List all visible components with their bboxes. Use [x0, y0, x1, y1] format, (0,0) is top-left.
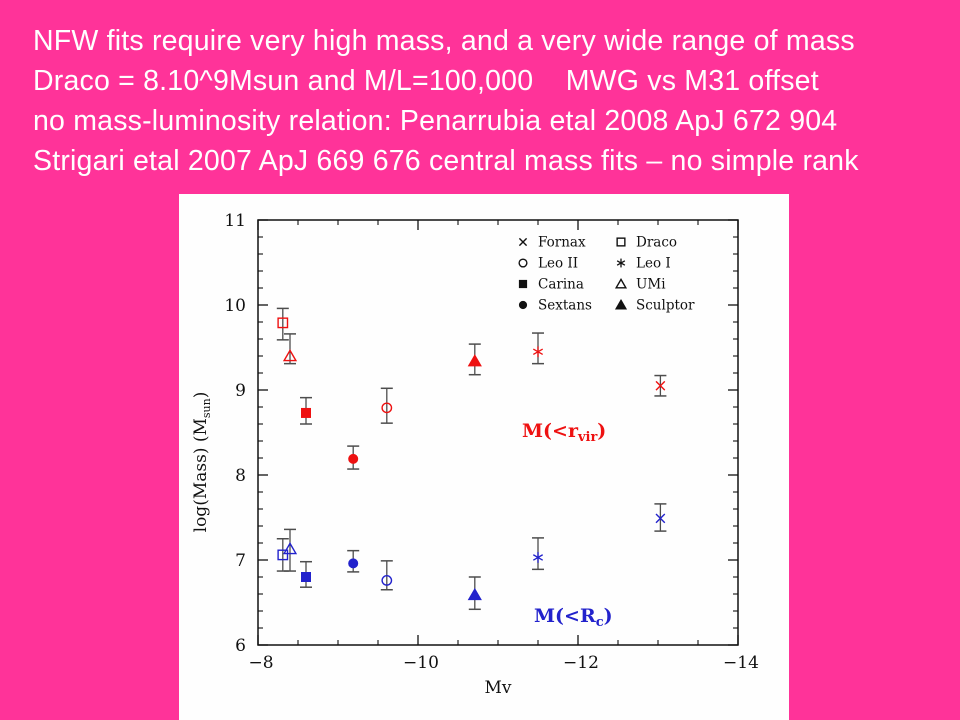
cross-marker — [655, 380, 666, 391]
open-circle-marker — [381, 402, 393, 414]
point-rvir-fornax — [654, 374, 667, 397]
open-square-icon — [616, 237, 626, 247]
y-tick-label: 9 — [235, 381, 246, 401]
legend-item-carina: Carina — [518, 277, 584, 293]
point-rvir-sextans — [347, 445, 360, 470]
x-tick-label: −8 — [248, 653, 273, 673]
open-square-marker — [277, 549, 289, 561]
legend-item-fornax: Fornax — [518, 235, 586, 251]
filled-square-marker — [301, 572, 311, 582]
point-rvir-carina — [300, 396, 312, 425]
point-rc-sculptor — [467, 576, 482, 611]
open-triangle-icon — [614, 278, 628, 289]
y-tick-label: 11 — [224, 211, 246, 231]
star-marker — [532, 346, 544, 358]
point-rc-sextans — [347, 549, 360, 573]
legend-label: Carina — [538, 277, 584, 293]
point-rvir-leo-ii — [380, 387, 393, 424]
y-tick-label: 7 — [235, 551, 246, 571]
filled-circle-marker — [348, 558, 359, 569]
legend-item-sextans: Sextans — [518, 298, 592, 314]
x-tick-label: −10 — [403, 653, 439, 673]
filled-square-marker — [301, 407, 311, 418]
cross-icon — [518, 237, 528, 247]
legend-item-umi: UMi — [614, 277, 666, 293]
legend-item-draco: Draco — [616, 235, 677, 251]
legend-label: Draco — [636, 235, 677, 251]
chart-frame — [257, 219, 739, 646]
filled-square-icon — [518, 279, 528, 289]
point-rc-carina — [300, 560, 312, 588]
series-annotation-rvir: M(<rvir) — [522, 420, 606, 445]
y-tick-label: 10 — [224, 296, 246, 316]
legend-label: Sculptor — [636, 298, 695, 314]
point-rc-umi — [282, 528, 298, 572]
y-tick-label: 6 — [235, 636, 246, 656]
star-marker — [532, 552, 544, 563]
filled-triangle-marker — [467, 354, 482, 367]
point-rvir-leo-i — [532, 332, 544, 365]
point-rc-fornax — [654, 503, 667, 532]
slide-text-line-1: NFW fits require very high mass, and a v… — [33, 25, 855, 57]
slide-text-line-4: Strigari etal 2007 ApJ 669 676 central m… — [33, 145, 859, 177]
point-rvir-sculptor — [467, 343, 482, 376]
x-tick-label: −12 — [563, 653, 599, 673]
series-annotation-rc: M(<Rc) — [534, 605, 613, 630]
point-rc-leo-ii — [380, 560, 393, 591]
open-triangle-marker — [282, 349, 298, 362]
legend-item-sculptor: Sculptor — [614, 298, 695, 314]
legend-item-leo-i: Leo I — [616, 256, 671, 272]
legend-label: Fornax — [538, 235, 586, 251]
point-rvir-umi — [282, 333, 298, 365]
legend-label: UMi — [636, 277, 666, 293]
filled-triangle-icon — [614, 299, 628, 310]
legend-label: Leo II — [538, 256, 578, 272]
point-rvir-draco — [276, 307, 289, 341]
open-square-marker — [277, 317, 289, 329]
star-icon — [616, 258, 626, 268]
filled-circle-icon — [518, 300, 528, 310]
y-tick-label: 8 — [235, 466, 246, 486]
slide-header-text: NFW fits require very high mass, and a v… — [33, 21, 859, 181]
open-circle-marker — [381, 574, 393, 586]
legend-label: Leo I — [636, 256, 671, 272]
slide-text-line-3: no mass-luminosity relation: Penarrubia … — [33, 105, 838, 137]
open-triangle-marker — [282, 541, 298, 555]
open-circle-icon — [518, 258, 528, 268]
point-rc-leo-i — [532, 537, 544, 571]
x-tick-label: −14 — [723, 653, 759, 673]
cross-marker — [655, 513, 666, 524]
y-axis-label: log(Mass) (Msun) — [191, 392, 213, 533]
slide-text-line-2: Draco = 8.10^9Msun and M/L=100,000 MWG v… — [33, 65, 819, 97]
filled-triangle-marker — [467, 587, 482, 601]
chart-svg: −8 −10 −12 −14 6 7 8 9 10 11 Mv log(Mass) (Msun) For… — [191, 211, 759, 698]
filled-circle-marker — [348, 453, 359, 464]
legend-item-leo-ii: Leo II — [518, 256, 578, 272]
plot-panel: −8 −10 −12 −14 6 7 8 9 10 11 Mv log(Mass) (Msun) For… — [179, 194, 789, 720]
x-axis-label: Mv — [484, 678, 511, 698]
point-rc-draco — [276, 538, 289, 572]
legend-label: Sextans — [538, 298, 592, 314]
